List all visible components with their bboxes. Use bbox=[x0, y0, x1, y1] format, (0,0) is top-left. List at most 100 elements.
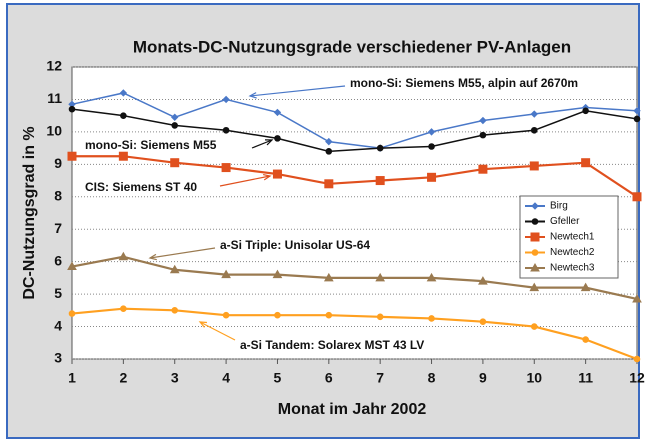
marker bbox=[529, 282, 540, 292]
y-axis-label: DC-Nutzungsgrad in % bbox=[21, 126, 38, 299]
x-axis-label: Monat im Jahr 2002 bbox=[278, 401, 427, 418]
legend-label: Newtech3 bbox=[550, 263, 595, 274]
y-tick-label: 5 bbox=[54, 285, 62, 301]
marker bbox=[478, 164, 488, 174]
chart-title: Monats-DC-Nutzungsgrade verschiedener PV… bbox=[133, 37, 571, 56]
y-tick-label: 9 bbox=[54, 155, 62, 171]
marker bbox=[273, 108, 282, 117]
marker bbox=[68, 105, 76, 113]
marker bbox=[222, 311, 230, 319]
marker bbox=[632, 293, 642, 303]
marker bbox=[222, 126, 230, 134]
annotation: CIS: Siemens ST 40 bbox=[85, 180, 197, 194]
marker bbox=[325, 148, 333, 155]
marker bbox=[118, 251, 129, 261]
marker bbox=[633, 107, 641, 115]
marker bbox=[530, 323, 538, 330]
marker bbox=[67, 151, 77, 161]
legend-marker bbox=[531, 249, 539, 256]
legend-marker bbox=[531, 218, 539, 225]
legend-label: Gfeller bbox=[550, 216, 580, 227]
legend-label: Newtech1 bbox=[550, 232, 595, 243]
marker bbox=[120, 305, 127, 313]
marker bbox=[272, 269, 283, 279]
marker bbox=[580, 282, 591, 292]
annotation-arrow bbox=[249, 85, 346, 97]
x-tick-label: 9 bbox=[479, 370, 487, 386]
marker bbox=[428, 143, 435, 150]
marker bbox=[581, 158, 591, 168]
marker bbox=[633, 115, 641, 123]
marker bbox=[530, 126, 538, 134]
marker bbox=[633, 355, 641, 363]
series-line bbox=[71, 307, 638, 361]
legend-marker bbox=[530, 262, 540, 272]
x-tick-label: 11 bbox=[578, 370, 593, 386]
marker bbox=[324, 179, 334, 189]
series-line bbox=[71, 108, 638, 153]
y-tick-label: 6 bbox=[54, 252, 62, 268]
marker bbox=[67, 261, 77, 271]
x-tick-label: 4 bbox=[222, 370, 230, 386]
annotation-arrowhead bbox=[263, 174, 272, 181]
marker bbox=[375, 176, 385, 186]
x-tick-label: 1 bbox=[68, 370, 76, 386]
marker bbox=[428, 315, 435, 322]
y-tick-label: 7 bbox=[54, 220, 62, 236]
x-tick-label: 5 bbox=[274, 370, 282, 386]
x-tick-label: 7 bbox=[376, 370, 384, 386]
marker bbox=[325, 137, 333, 146]
annotation: a-Si Triple: Unisolar US-64 bbox=[220, 238, 370, 252]
annotation-arrow bbox=[219, 175, 271, 187]
marker bbox=[274, 311, 281, 319]
marker bbox=[120, 112, 127, 119]
legend-label: Birg bbox=[550, 201, 568, 212]
series-line bbox=[71, 255, 638, 301]
annotation: mono-Si: Siemens M55 bbox=[85, 138, 217, 152]
marker bbox=[530, 110, 538, 118]
marker bbox=[68, 310, 76, 317]
marker bbox=[169, 264, 180, 274]
marker bbox=[171, 307, 179, 314]
annotation-arrowhead bbox=[198, 321, 208, 328]
marker bbox=[427, 128, 436, 136]
marker bbox=[272, 169, 282, 179]
marker bbox=[529, 161, 539, 171]
marker bbox=[376, 144, 384, 152]
marker bbox=[376, 313, 384, 321]
x-tick-label: 8 bbox=[428, 370, 436, 386]
marker bbox=[375, 272, 386, 282]
marker bbox=[426, 272, 437, 282]
y-tick-label: 3 bbox=[54, 350, 62, 366]
marker bbox=[274, 135, 281, 142]
x-tick-label: 2 bbox=[119, 370, 127, 386]
annotation-arrow bbox=[199, 321, 236, 341]
legend-marker bbox=[531, 202, 539, 210]
marker bbox=[221, 269, 231, 279]
x-tick-label: 10 bbox=[526, 370, 542, 386]
marker bbox=[479, 116, 487, 125]
y-tick-label: 4 bbox=[54, 317, 62, 333]
y-tick-label: 12 bbox=[46, 58, 62, 74]
annotation-arrow bbox=[251, 139, 273, 149]
marker bbox=[325, 311, 333, 319]
y-tick-label: 10 bbox=[46, 123, 62, 139]
marker bbox=[479, 318, 487, 325]
x-tick-label: 12 bbox=[629, 370, 645, 386]
marker bbox=[632, 192, 642, 202]
marker bbox=[582, 107, 589, 115]
legend-label: Newtech2 bbox=[550, 247, 595, 258]
marker bbox=[582, 336, 589, 343]
y-tick-label: 8 bbox=[54, 187, 62, 203]
marker bbox=[221, 163, 231, 173]
marker bbox=[478, 276, 488, 285]
marker bbox=[323, 272, 334, 282]
x-tick-label: 6 bbox=[325, 370, 333, 386]
annotation-arrowhead bbox=[148, 253, 157, 261]
legend-marker bbox=[530, 232, 540, 242]
x-tick-label: 3 bbox=[171, 370, 179, 386]
annotation: mono-Si: Siemens M55, alpin auf 2670m bbox=[350, 76, 578, 90]
marker bbox=[119, 89, 128, 97]
marker bbox=[222, 95, 230, 104]
